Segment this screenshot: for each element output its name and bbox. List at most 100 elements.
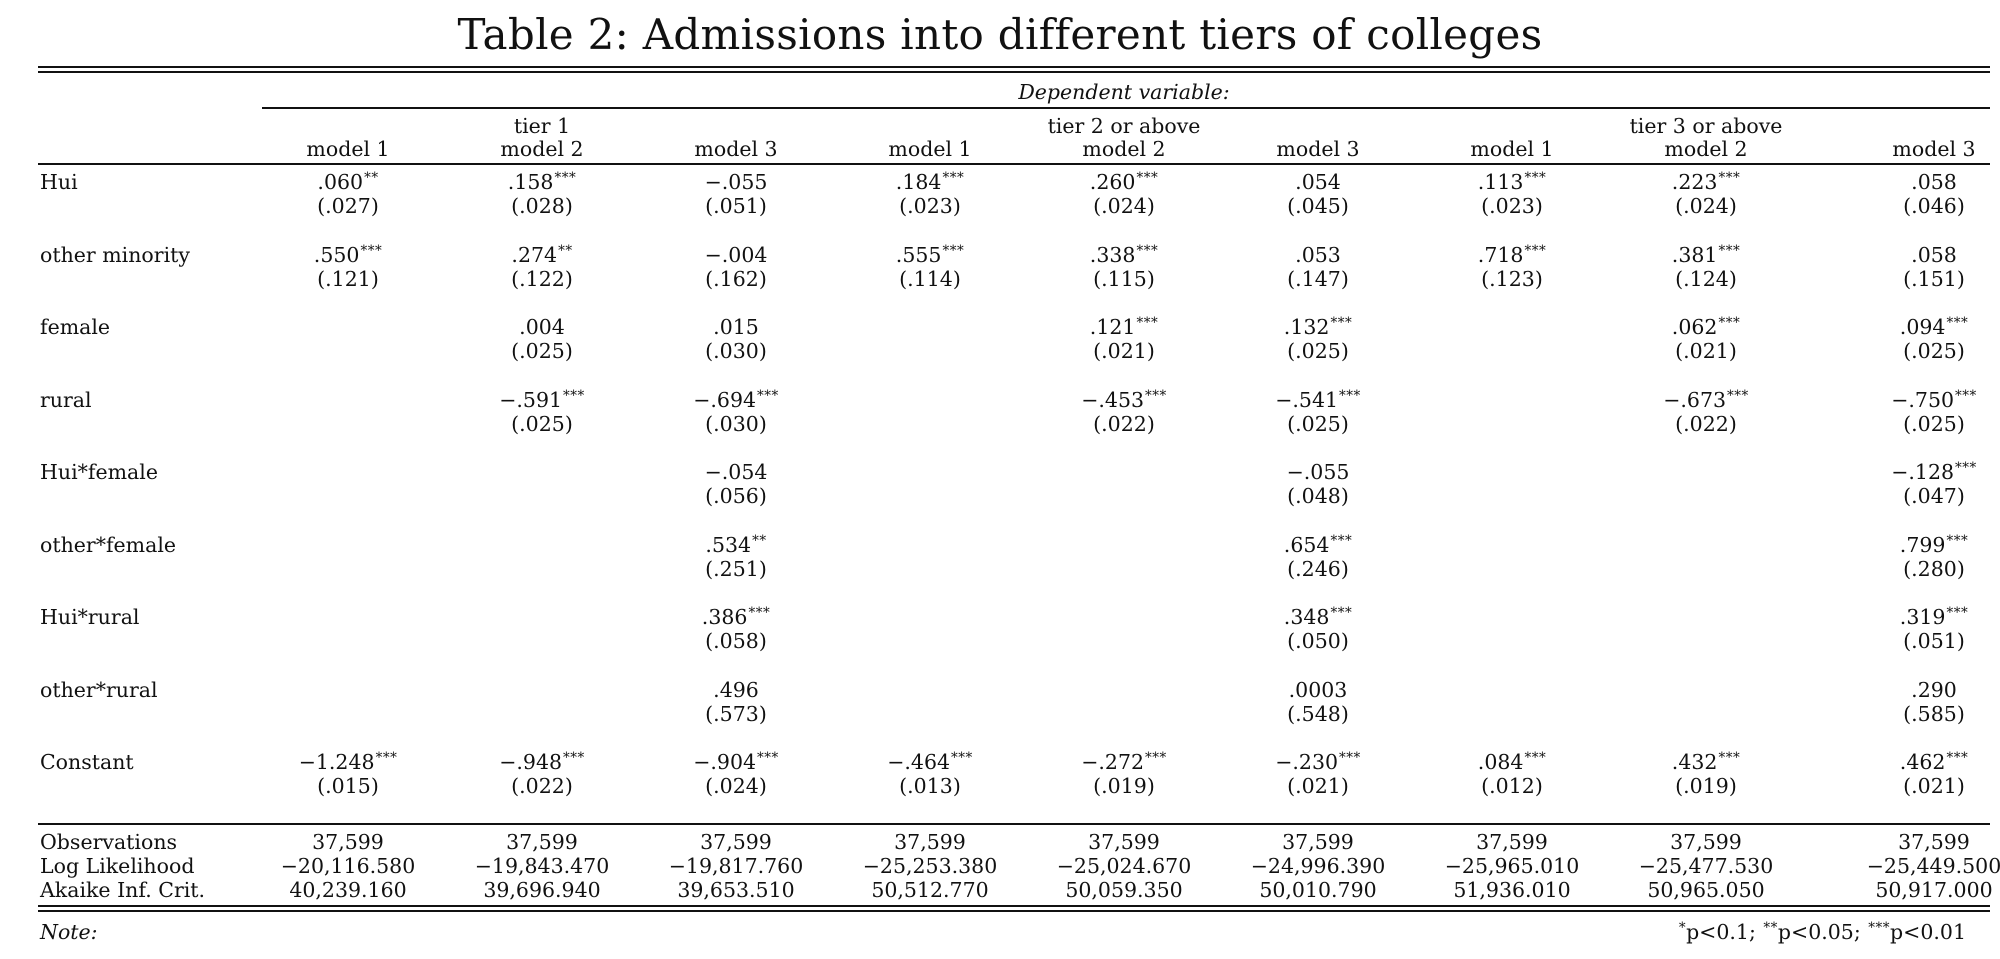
coefficient-cell: .058: [1834, 243, 2000, 267]
coefficient-cell: .053: [1218, 243, 1418, 267]
stat-value: 51,936.010: [1453, 878, 1571, 902]
coefficient-cell: −.464***: [830, 750, 1030, 774]
standard-error-cell: (.123): [1481, 266, 1543, 291]
coefficient-value: .054: [1295, 170, 1341, 194]
significance-stars: ***: [1718, 315, 1741, 331]
coefficient-value: .058: [1911, 242, 1957, 267]
stat-value: −19,817.760: [668, 854, 804, 878]
significance-note: *p<0.1; **p<0.05; ***p<0.01: [1678, 920, 1966, 944]
standard-error-cell: (.050): [1287, 629, 1349, 653]
standard-error-cell: (.021): [1903, 774, 1965, 798]
significance-stars: ***: [1524, 170, 1547, 186]
note-label: Note:: [40, 920, 98, 944]
coefficient-value: .260: [1089, 170, 1136, 194]
row-label: Constant: [40, 750, 134, 774]
significance-stars: ***: [563, 750, 585, 766]
standard-error-cell: (.015): [317, 774, 379, 798]
significance-stars: ***: [1145, 750, 1167, 766]
row-label: Hui: [40, 170, 78, 194]
coefficient-value: .534: [705, 532, 752, 557]
standard-error-cell: (.124): [1675, 266, 1737, 291]
coefficient-value: −.004: [704, 242, 768, 267]
stat-value: −25,477.530: [1638, 854, 1774, 878]
coefficient-cell: −.054: [636, 460, 836, 484]
standard-error-cell: (.013): [899, 774, 961, 798]
coefficient-value: .274: [511, 242, 558, 267]
top-rule-2: [38, 71, 1990, 73]
coefficient-cell: .290: [1834, 678, 2000, 702]
stat-value: −25,449.500: [1866, 854, 2000, 878]
standard-error-cell: (.021): [1675, 339, 1737, 363]
stat-value: 37,599: [506, 830, 578, 854]
coefficient-cell: .121***: [1024, 315, 1224, 339]
coefficient-cell: −1.248***: [248, 750, 448, 774]
standard-error-cell: (.251): [705, 556, 767, 581]
standard-error-cell: (.028): [511, 194, 573, 218]
coefficient-value: .799: [1899, 532, 1946, 557]
stat-value: 37,599: [312, 830, 384, 854]
note-stars: **: [1763, 920, 1778, 936]
significance-stars: ***: [757, 750, 779, 766]
stat-value: 37,599: [1088, 830, 1160, 854]
row-label: female: [40, 315, 111, 339]
coefficient-value: −.694: [693, 387, 757, 412]
stat-value: 50,010.790: [1259, 878, 1377, 902]
coefficient-value: .060: [317, 170, 364, 194]
top-rule: [38, 66, 1990, 68]
standard-error-cell: (.023): [899, 194, 961, 218]
coefficient-cell: .004: [442, 315, 642, 339]
group-header: tier 3 or above: [1629, 114, 1783, 138]
stat-value: 40,239.160: [289, 878, 407, 902]
coefficient-cell: .381***: [1606, 243, 1806, 267]
standard-error-cell: (.151): [1903, 266, 1965, 291]
group-header: tier 2 or above: [1047, 114, 1201, 138]
stat-value: 50,917.000: [1875, 878, 1993, 902]
significance-stars: ***: [1955, 387, 1977, 404]
coefficient-cell: −.272***: [1024, 750, 1224, 774]
coefficient-cell: −.541***: [1218, 388, 1418, 412]
coefficient-value: .348: [1283, 605, 1330, 629]
standard-error-cell: (.012): [1481, 774, 1543, 798]
coefficient-value: .084: [1477, 750, 1524, 774]
standard-error-cell: (.280): [1903, 556, 1965, 581]
significance-stars: ***: [1330, 605, 1353, 621]
stat-label: Log Likelihood: [40, 854, 195, 878]
stat-value: −19,843.470: [474, 854, 610, 878]
standard-error-cell: (.121): [317, 266, 379, 291]
standard-error-cell: (.115): [1093, 266, 1155, 291]
coefficient-cell: .654***: [1218, 533, 1418, 557]
standard-error-cell: (.023): [1481, 194, 1543, 218]
coefficient-value: .113: [1477, 170, 1524, 194]
significance-stars: ***: [563, 387, 585, 404]
coefficient-cell: .718***: [1412, 243, 1612, 267]
coefficient-cell: .158***: [442, 170, 642, 194]
model-header: model 3: [1892, 137, 1976, 161]
significance-stars: ***: [1330, 532, 1353, 549]
coefficient-cell: .348***: [1218, 605, 1418, 629]
standard-error-cell: (.025): [511, 339, 573, 363]
coefficient-cell: −.055: [1218, 460, 1418, 484]
stat-value: 37,599: [1476, 830, 1548, 854]
coefficient-cell: .386***: [636, 605, 836, 629]
coefficient-value: −.750: [1891, 387, 1955, 412]
stat-label: Observations: [40, 830, 178, 854]
coefficient-value: −.054: [704, 460, 768, 484]
stat-label: Akaike Inf. Crit.: [40, 878, 206, 902]
coefficient-cell: −.453***: [1024, 388, 1224, 412]
standard-error-cell: (.025): [1903, 339, 1965, 363]
bottom-rule: [38, 905, 1990, 907]
stat-value: −25,965.010: [1444, 854, 1580, 878]
coefficient-cell: −.004: [636, 243, 836, 267]
standard-error-cell: (.573): [705, 701, 767, 726]
stat-value: 37,599: [1282, 830, 1354, 854]
coefficient-value: −.464: [887, 750, 951, 774]
dependent-variable-rule: [262, 107, 1990, 109]
significance-stars: ***: [360, 242, 383, 259]
coefficient-cell: .432***: [1606, 750, 1806, 774]
significance-stars: ***: [1946, 750, 1969, 766]
coefficient-value: −.673: [1663, 387, 1727, 412]
coefficient-value: .462: [1899, 750, 1946, 774]
stats-rule: [38, 823, 1990, 825]
coefficient-cell: −.948***: [442, 750, 642, 774]
model-header: model 3: [1276, 137, 1360, 161]
